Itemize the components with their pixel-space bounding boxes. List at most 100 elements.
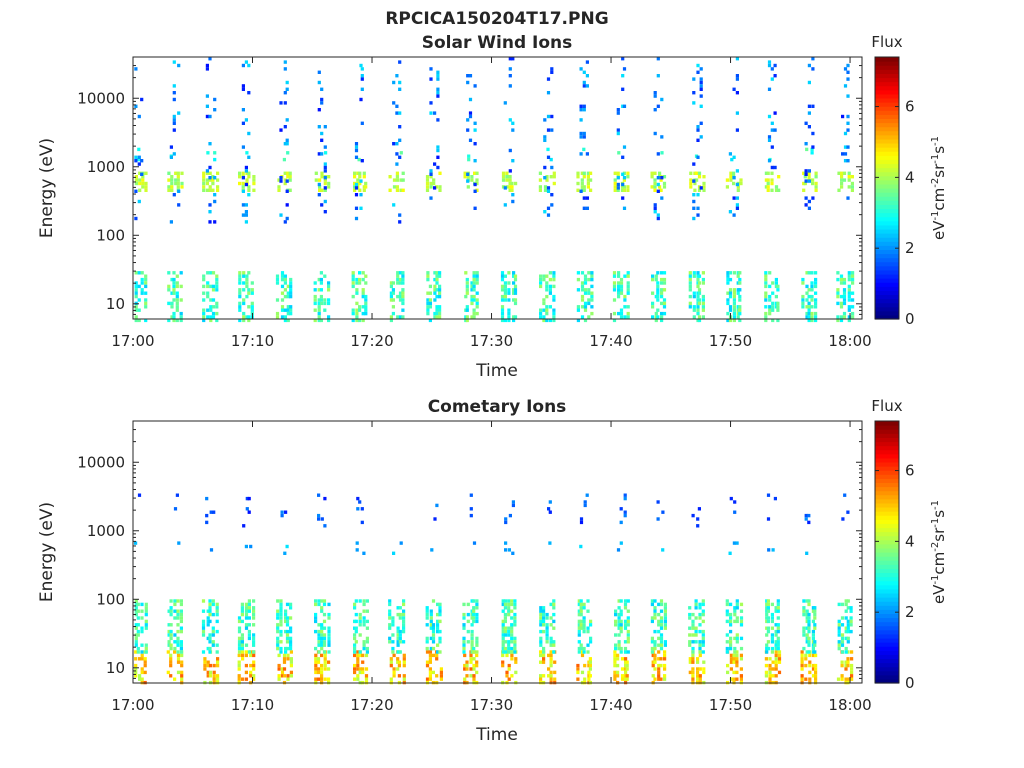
heatmap-cell [319,281,323,285]
heatmap-cell [279,629,283,634]
heatmap-cell [428,284,432,289]
heatmap-cell [586,650,590,654]
heatmap-cell [511,159,515,163]
heatmap-cell [805,626,809,630]
heatmap-cell [316,657,321,661]
heatmap-cell [356,667,360,671]
heatmap-cell [353,175,357,179]
heatmap-cell [356,653,360,658]
heatmap-cell [202,181,206,186]
heatmap-cell [701,650,705,654]
heatmap-cell [436,623,440,627]
heatmap-cell [840,660,844,664]
colorbar-segment [875,421,899,426]
heatmap-cell [661,548,665,552]
heatmap-cell [776,606,780,610]
heatmap-cell [134,541,138,545]
heatmap-cell [651,277,655,282]
heatmap-cell [697,171,702,175]
heatmap-cell [244,643,249,647]
heatmap-cell [768,271,772,275]
heatmap-cell [692,91,696,95]
heatmap-cell [805,291,809,295]
heatmap-cell [807,125,811,129]
heatmap-cell [616,674,620,678]
heatmap-cell [507,602,511,607]
heatmap-cell [616,108,620,112]
heatmap-cell [586,609,590,613]
heatmap-cell [435,185,439,189]
heatmap-cell [431,670,435,675]
heatmap-cell [616,128,620,132]
heatmap-cell [738,271,742,275]
heatmap-cell [288,188,292,192]
heatmap-cell [173,646,177,651]
heatmap-cell [282,157,286,162]
heatmap-cell [313,298,317,302]
heatmap-cell [577,640,581,644]
heatmap-cell [770,171,774,175]
heatmap-cell [364,294,368,299]
heatmap-cell [739,616,744,620]
heatmap-cell [209,271,213,275]
heatmap-cell [396,626,400,630]
colorbar-segment [875,650,899,655]
x-tick-label: 18:00 [828,696,871,714]
heatmap-cell [320,667,324,671]
heatmap-cell [542,308,546,312]
heatmap-cell [614,623,618,627]
heatmap-cell [435,674,439,678]
heatmap-cell [503,650,507,654]
heatmap-cell [767,114,772,119]
heatmap-cell [317,517,321,521]
heatmap-cell [353,602,357,607]
heatmap-cell [847,291,851,295]
heatmap-cell [656,500,660,504]
heatmap-cell [698,616,702,620]
colorbar-segment [875,494,899,500]
heatmap-cell [468,111,473,115]
heatmap-cell [398,111,402,115]
heatmap-cell [279,650,283,654]
heatmap-cell [501,619,505,624]
heatmap-cell [320,599,324,603]
heatmap-cell [553,660,557,664]
heatmap-cell [550,128,554,132]
heatmap-cell [429,623,433,627]
heatmap-cell [216,657,220,661]
heatmap-cell [401,178,405,182]
colorbar-segment [875,249,899,255]
heatmap-cell [435,294,439,299]
heatmap-cell [169,643,173,647]
heatmap-cell [504,520,508,525]
heatmap-cell [767,60,772,64]
heatmap-cell [548,500,552,504]
heatmap-cell [327,284,331,289]
heatmap-cell [314,646,318,651]
colorbar-segment [875,466,899,471]
heatmap-cell [436,629,440,634]
heatmap-cell [215,318,219,323]
heatmap-cell [426,301,430,306]
heatmap-cell [245,315,249,319]
heatmap-cell [513,291,518,295]
heatmap-cell [774,640,778,644]
heatmap-cell [436,148,440,153]
heatmap-cell [729,496,733,501]
heatmap-cell [167,188,171,192]
heatmap-cell [425,650,430,654]
heatmap-cell [622,176,627,180]
heatmap-cell [505,175,509,179]
heatmap-cell [613,670,617,675]
heatmap-cell [252,674,256,678]
heatmap-cell [725,599,729,603]
heatmap-cell [699,80,703,85]
heatmap-cell [814,318,818,323]
heatmap-cell [402,674,406,678]
heatmap-cell [849,623,853,627]
heatmap-cell [662,288,667,292]
heatmap-cell [317,193,321,197]
heatmap-cell [503,616,507,620]
colorbar-segment [875,474,899,479]
heatmap-cell [475,660,479,664]
